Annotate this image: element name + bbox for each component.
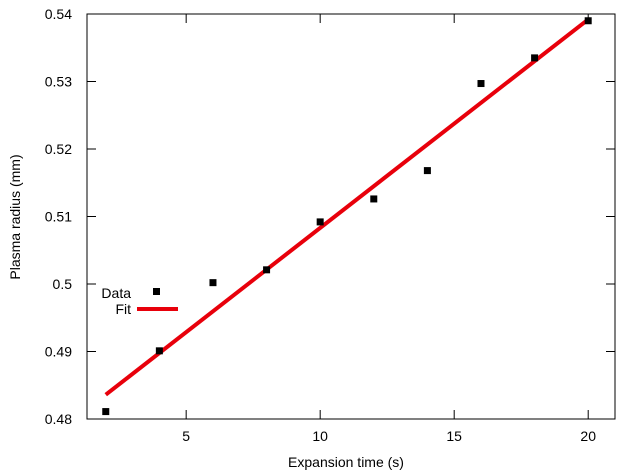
y-tick-label: 0.5 — [53, 276, 73, 292]
legend: Data Fit — [101, 285, 178, 317]
y-tick-label: 0.52 — [45, 141, 72, 157]
data-point — [316, 218, 324, 226]
x-tick-label: 10 — [312, 428, 328, 444]
y-axis-ticks: 0.48 0.49 0.5 0.51 0.52 0.53 0.54 — [45, 6, 615, 427]
legend-swatch-data — [153, 288, 160, 295]
x-tick-label: 15 — [446, 428, 462, 444]
data-point — [584, 17, 592, 25]
data-point — [102, 408, 110, 416]
y-tick-label: 0.54 — [45, 6, 72, 22]
series-layer — [102, 17, 592, 416]
data-point — [531, 54, 539, 62]
data-point — [209, 279, 217, 287]
data-point — [155, 347, 163, 355]
y-axis-label: Plasma radius (mm) — [7, 154, 23, 279]
y-tick-label: 0.48 — [45, 411, 72, 427]
y-tick-label: 0.53 — [45, 74, 72, 90]
legend-label-fit: Fit — [115, 301, 131, 317]
data-point — [370, 195, 378, 203]
x-axis-ticks: 5 10 15 20 — [182, 14, 596, 444]
x-axis-label: Expansion time (s) — [288, 454, 404, 470]
data-point — [477, 80, 485, 88]
data-point — [423, 167, 431, 175]
fit-line — [104, 17, 590, 397]
x-tick-label: 5 — [182, 428, 190, 444]
y-tick-label: 0.49 — [45, 344, 72, 360]
y-tick-label: 0.51 — [45, 209, 72, 225]
legend-label-data: Data — [101, 285, 131, 301]
data-point — [263, 266, 271, 274]
x-tick-label: 20 — [580, 428, 596, 444]
